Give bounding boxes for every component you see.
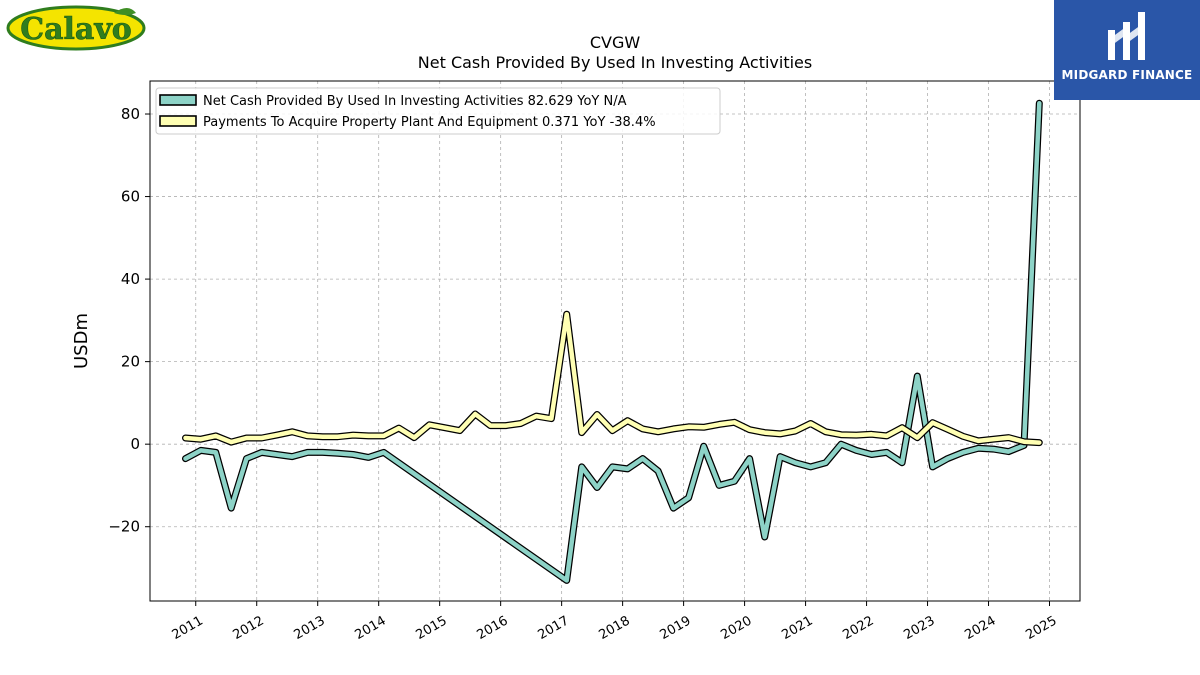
y-tick-label: −20 — [108, 518, 140, 536]
y-tick-label: 40 — [121, 270, 140, 288]
x-tick-label: 2013 — [292, 613, 328, 643]
calavo-logo: Calavo — [6, 5, 146, 51]
legend-label-1: Net Cash Provided By Used In Investing A… — [203, 94, 627, 109]
y-tick-label: 60 — [121, 188, 140, 206]
x-tick-label: 2015 — [414, 613, 450, 643]
series-line-1 — [182, 99, 1043, 584]
legend-swatch-2 — [159, 115, 197, 127]
y-axis: −20 0 20 40 60 80 — [108, 105, 150, 536]
x-tick-label: 2012 — [231, 613, 267, 643]
y-tick-label: 0 — [130, 435, 140, 453]
legend-box — [155, 87, 721, 135]
x-tick-label: 2025 — [1023, 613, 1059, 643]
x-tick-label: 2011 — [170, 613, 206, 643]
x-tick-label: 2018 — [596, 613, 632, 643]
x-tick-label: 2020 — [718, 613, 754, 643]
x-tick-label: 2021 — [779, 613, 815, 643]
chart-title: CVGW — [590, 33, 641, 52]
y-axis-label: USDm — [71, 313, 92, 369]
x-tick-label: 2023 — [901, 613, 937, 643]
x-tick-label: 2014 — [353, 613, 389, 643]
plot-area — [182, 99, 1043, 584]
x-tick-label: 2019 — [657, 613, 693, 643]
midgard-finance-logo: MIDGARD FINANCE — [1054, 0, 1200, 100]
y-tick-label: 80 — [121, 105, 140, 123]
chart-subtitle: Net Cash Provided By Used In Investing A… — [418, 53, 812, 72]
series-line-2 — [182, 310, 1043, 447]
midgard-logo-mark-icon — [1108, 12, 1145, 60]
legend-swatch-1 — [159, 94, 197, 106]
calavo-logo-text: Calavo — [20, 12, 132, 47]
y-tick-label: 20 — [121, 353, 140, 371]
grid — [150, 81, 1080, 601]
x-axis: 2011 2012 2013 2014 2015 2016 2017 2018 2019 2020… — [170, 601, 1060, 643]
legend: Net Cash Provided By Used In Investing A… — [155, 87, 721, 135]
x-tick-label: 2016 — [474, 613, 510, 643]
plot-frame — [149, 80, 1081, 602]
calavo-logo-mark: Calavo — [6, 5, 146, 51]
x-tick-label: 2022 — [840, 613, 876, 643]
legend-label-2: Payments To Acquire Property Plant And E… — [203, 115, 656, 130]
midgard-logo-text: MIDGARD FINANCE — [1061, 68, 1193, 82]
x-tick-label: 2024 — [962, 613, 998, 643]
x-tick-label: 2017 — [535, 613, 571, 643]
